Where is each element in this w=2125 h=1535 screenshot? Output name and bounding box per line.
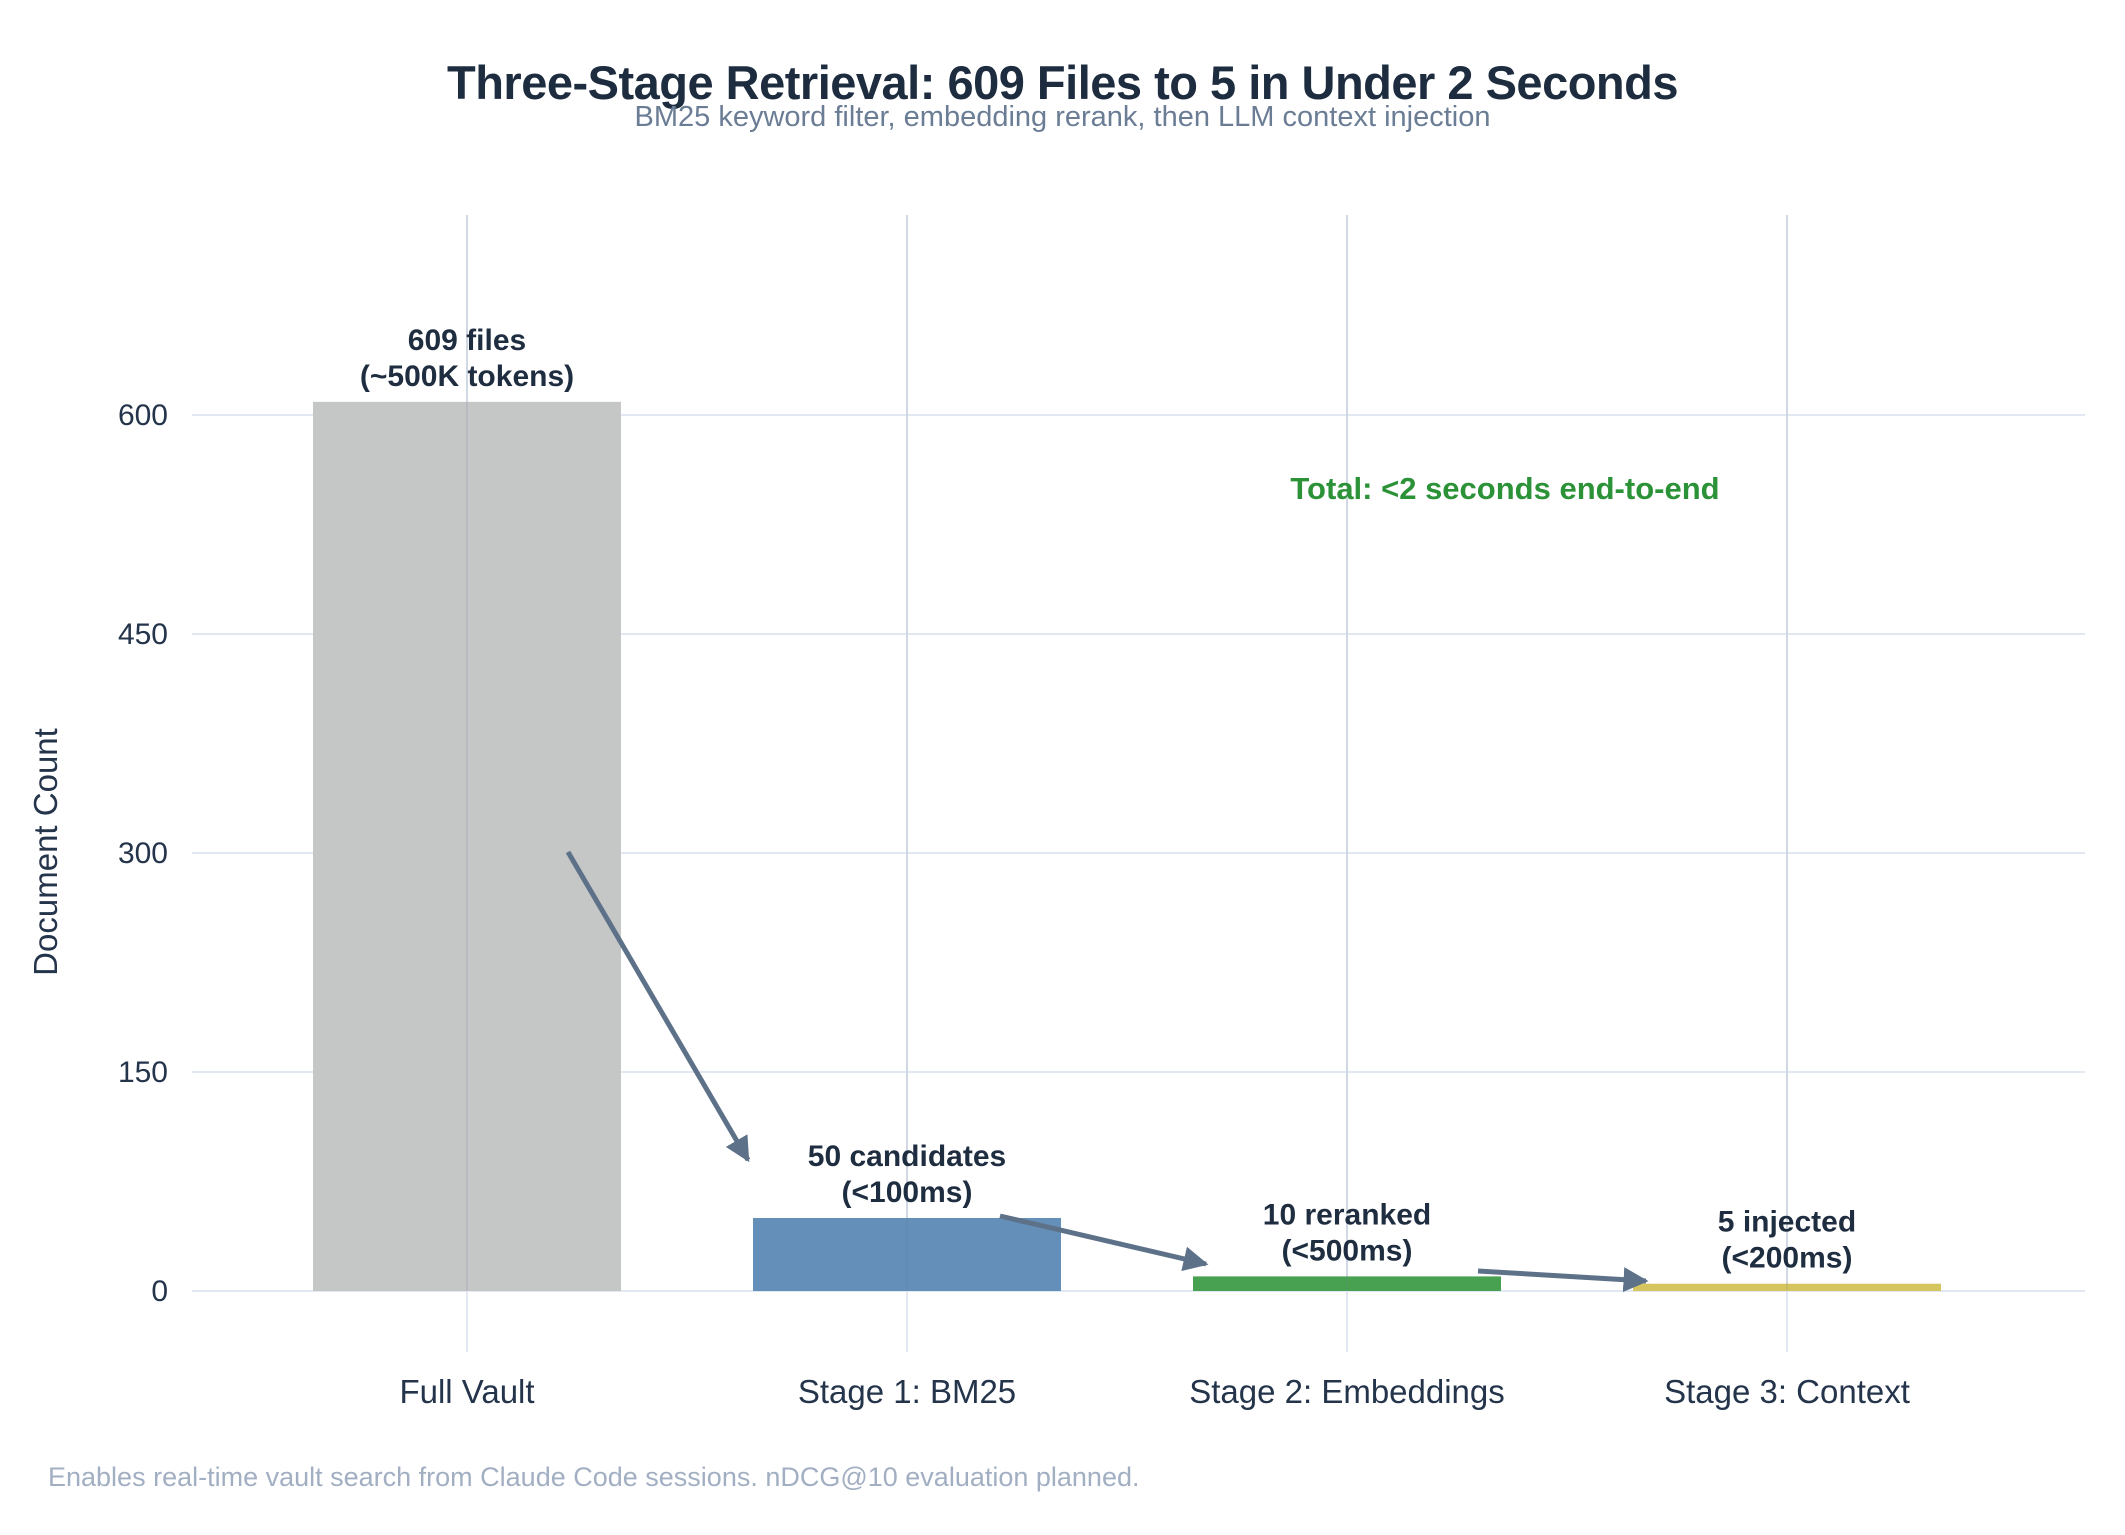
- flow-arrow-1: [565, 850, 751, 1163]
- bar-annotation-full-vault-line-2: (~500K tokens): [360, 360, 574, 393]
- bar-annotation-stage-1-bm25-line-1: 50 candidates: [808, 1140, 1006, 1173]
- flow-arrow-2: [999, 1213, 1209, 1272]
- y-tick-label-0: 0: [151, 1275, 168, 1308]
- bar-annotation-stage-2-embeddings-line-1: 10 reranked: [1263, 1198, 1431, 1231]
- bar-annotation-stage-3-context-line-1: 5 injected: [1718, 1206, 1856, 1239]
- x-label-stage-3-context: Stage 3: Context: [1664, 1373, 1910, 1410]
- bar-stage-1-bm25: [753, 1218, 1061, 1291]
- bar-annotation-full-vault-line-1: 609 files: [408, 324, 526, 357]
- chart-title: Three-Stage Retrieval: 609 Files to 5 in…: [447, 56, 1678, 109]
- x-label-stage-1-bm25: Stage 1: BM25: [798, 1373, 1016, 1410]
- bar-annotation-stage-2-embeddings-line-2: (<500ms): [1282, 1234, 1413, 1267]
- x-label-full-vault: Full Vault: [399, 1373, 534, 1410]
- chart-subtitle: BM25 keyword filter, embedding rerank, t…: [634, 101, 1491, 133]
- y-axis-label: Document Count: [27, 728, 64, 976]
- y-tick-label-600: 600: [118, 399, 168, 432]
- bar-annotation-stage-3-context-line-2: (<200ms): [1722, 1242, 1853, 1275]
- y-tick-label-450: 450: [118, 618, 168, 651]
- bar-stage-3-context: [1633, 1283, 1941, 1291]
- bar-stage-2-embeddings: [1193, 1276, 1501, 1291]
- total-time-annotation: Total: <2 seconds end-to-end: [1290, 471, 1720, 506]
- y-tick-label-300: 300: [118, 837, 168, 870]
- bar-annotation-stage-1-bm25-line-2: (<100ms): [842, 1176, 973, 1209]
- y-tick-label-150: 150: [118, 1056, 168, 1089]
- flow-arrow-3: [1477, 1267, 1649, 1293]
- x-label-stage-2-embeddings: Stage 2: Embeddings: [1189, 1373, 1505, 1410]
- footer-note: Enables real-time vault search from Clau…: [48, 1462, 1140, 1492]
- bar-full-vault: [313, 401, 621, 1291]
